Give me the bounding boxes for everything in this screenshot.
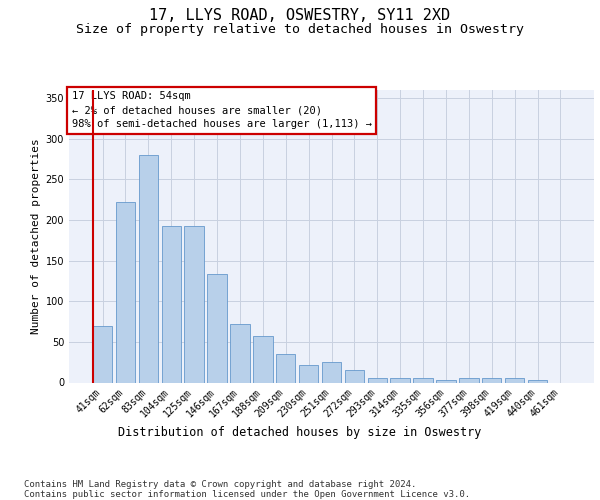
Bar [253, 336, 272, 382]
Bar [436, 380, 455, 382]
Bar [322, 362, 341, 382]
Bar [161, 226, 181, 382]
Bar [93, 326, 112, 382]
Bar [184, 226, 204, 382]
Bar [230, 324, 250, 382]
Bar [299, 366, 319, 382]
Text: Size of property relative to detached houses in Oswestry: Size of property relative to detached ho… [76, 22, 524, 36]
Bar [116, 202, 135, 382]
Bar [391, 378, 410, 382]
Bar [208, 274, 227, 382]
Text: 17 LLYS ROAD: 54sqm
← 2% of detached houses are smaller (20)
98% of semi-detache: 17 LLYS ROAD: 54sqm ← 2% of detached hou… [71, 92, 371, 130]
Bar [459, 378, 479, 382]
Text: Contains HM Land Registry data © Crown copyright and database right 2024.
Contai: Contains HM Land Registry data © Crown c… [24, 480, 470, 499]
Text: Distribution of detached houses by size in Oswestry: Distribution of detached houses by size … [118, 426, 482, 439]
Bar [482, 378, 502, 382]
Bar [344, 370, 364, 382]
Text: 17, LLYS ROAD, OSWESTRY, SY11 2XD: 17, LLYS ROAD, OSWESTRY, SY11 2XD [149, 8, 451, 23]
Bar [413, 378, 433, 382]
Bar [368, 378, 387, 382]
Bar [505, 378, 524, 382]
Bar [276, 354, 295, 382]
Y-axis label: Number of detached properties: Number of detached properties [31, 138, 41, 334]
Bar [528, 380, 547, 382]
Bar [139, 155, 158, 382]
